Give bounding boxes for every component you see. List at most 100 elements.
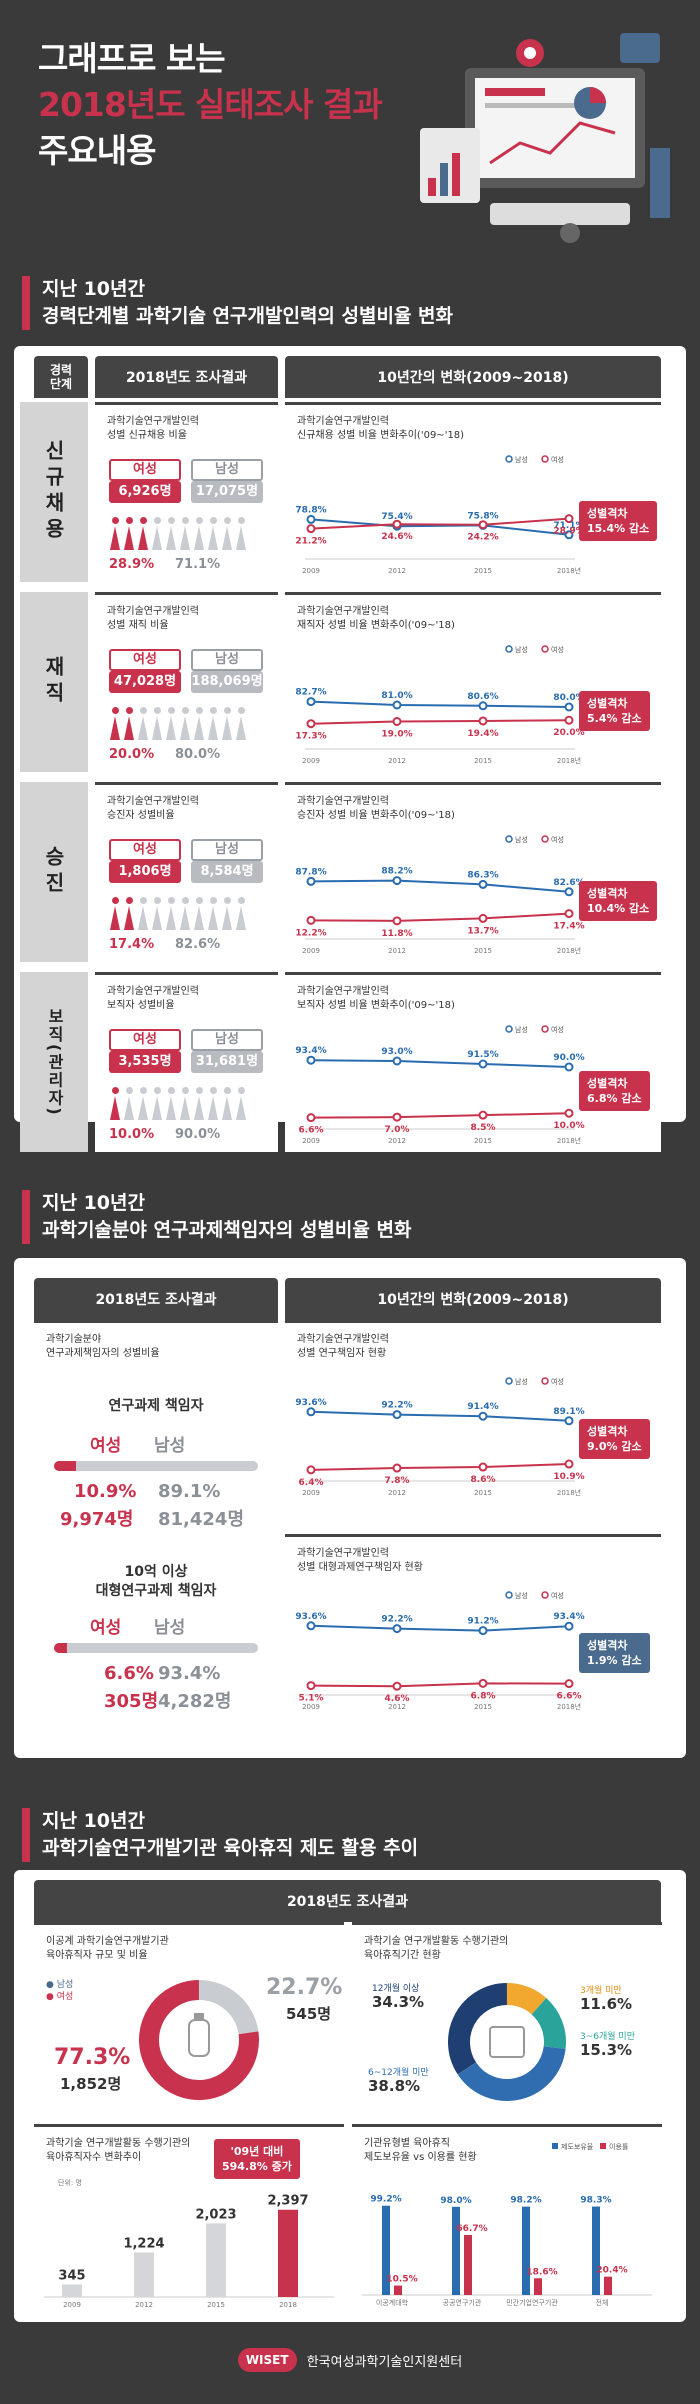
s1-row1-year-tick: 2009 — [302, 757, 320, 765]
s1-row2-male-point — [478, 879, 488, 889]
s1-row1-female-count: 47,028명 — [109, 671, 181, 693]
s3-bar2-tick: 전체 — [596, 2298, 609, 2307]
s1-row1-male-pct: 80.0% — [175, 747, 221, 762]
s1-row1-female-label: 17.3% — [295, 732, 326, 742]
s1-row2-trend-svg: 남성 여성 87.8% 12.2% 2009 88.2% 11.8% 2012 86.3% 13.… — [295, 835, 584, 955]
s1-row2-legend-f-icon — [541, 835, 549, 843]
s3-bar2-have-bar — [452, 2206, 460, 2295]
s1-row1-male-label: 80.6% — [467, 692, 498, 702]
s2-chart1-female-point — [478, 1678, 488, 1688]
s3-bar1-callout: '09년 대비 594.8% 증가 — [214, 2139, 300, 2179]
s2-chart0-legend: 남성 여성 — [505, 1377, 564, 1386]
s2-chart1-male-point — [564, 1621, 574, 1631]
s1-row3-legend-f: 여성 — [551, 1025, 564, 1034]
s1-row0-male-count: 17,075명 — [191, 481, 263, 503]
s1-row3-legend-m-icon — [505, 1025, 513, 1033]
s3-bar1-tick: 2018 — [279, 2301, 297, 2309]
s1-row3-female-pct: 10.0% — [109, 1127, 155, 1142]
s1-row3-stage: 보직(관리자) — [20, 972, 88, 1152]
s3-donut2-title: 과학기술 연구개발활동 수행기관의 육아휴직기간 현황 — [364, 1936, 509, 1961]
s3-donut1-card: 이공계 과학기술연구개발기관 육아휴직자 규모 및 비율 ● 남성 ● 여성 7… — [34, 1922, 344, 2118]
s3-bar1-title: 과학기술 연구개발활동 수행기관의 육아휴직자수 변화추이 — [46, 2138, 191, 2163]
s3-bar2-tick: 이공계대학 — [376, 2298, 409, 2307]
s3-bar2-use-bar — [534, 2278, 542, 2295]
s3-donut1-male-slice — [198, 1980, 259, 2035]
s2-chart0-female-label: 7.8% — [385, 1476, 410, 1486]
s1-row0-person-icon — [151, 517, 163, 553]
s2-chart0-female-point — [564, 1459, 574, 1469]
s3-donut2-slice-0 — [506, 1983, 547, 2015]
s3-bar2-use-label: 18.6% — [526, 2267, 557, 2277]
s1-row3-year-tick: 2018년 — [557, 1136, 581, 1145]
s1-row0-legend-m-icon — [505, 455, 513, 463]
s2-chart0-year-tick: 2009 — [302, 1489, 320, 1497]
s1-row1-person-icon — [193, 707, 205, 743]
s3-donut2-card: 과학기술 연구개발활동 수행기관의 육아휴직기간 현황 3개월 미만 11.6% 3… — [352, 1922, 662, 2118]
s2-chart0-year-tick: 2018년 — [557, 1488, 581, 1497]
s1-row2-female-label: 17.4% — [553, 922, 584, 932]
hero-illustration — [420, 33, 670, 243]
s2-chart0-male-point — [306, 1407, 316, 1417]
s3-bar2-have-bar — [522, 2206, 530, 2295]
s2-title: 지난 10년간 과학기술분야 연구과제책임자의 성별비율 변화 — [22, 1190, 411, 1244]
s1-row2-legend-m: 남성 — [515, 835, 528, 844]
s1-row1-people-icons — [109, 707, 247, 743]
s3-donut1-legend-f-text: 여성 — [56, 1992, 74, 2002]
s1-row3-trend-svg: 남성 여성 93.4% 6.6%2009 93.0% 7.0% 2012 91.5% 8.5% 2… — [295, 1025, 584, 1145]
s2-chart0-male-label: 91.4% — [467, 1402, 498, 1412]
s3-donut1-svg — [139, 1980, 259, 2100]
s1-row3-person-icon — [165, 1087, 177, 1123]
s1-row0-male-line — [310, 518, 570, 536]
s3-bar2-have-bar — [592, 2206, 600, 2295]
s1-row1-person-icon — [137, 707, 149, 743]
s3-bar2-use-bar — [604, 2276, 612, 2295]
s3-donut2-pct-3: 34.3% — [372, 1993, 425, 2011]
s1-row0-male-label: 남성 — [191, 459, 263, 481]
s1-row3-person-icon — [207, 1087, 219, 1123]
s1-row0-trend-title: 과학기술연구개발인력 신규채용 성별 비율 변화추이('09~'18) — [297, 416, 465, 441]
s1-row2-male-point — [306, 876, 316, 886]
s1-row2-female-label: 여성 — [109, 839, 181, 861]
s1-row3-female-label: 10.0% — [553, 1121, 584, 1131]
s1-row2-person-icon — [179, 897, 191, 933]
s1-row1-trend-svg: 남성 여성 82.7% 17.3% 2009 81.0% 19.0% 2012 80.6% 19.… — [295, 645, 584, 765]
s1-row0-female-point — [306, 524, 316, 534]
s1-row2-female-count: 1,806명 — [109, 861, 181, 883]
s2-chart1-male-label: 92.2% — [381, 1615, 412, 1625]
s1-row3-male-pct: 90.0% — [175, 1127, 221, 1142]
s3-donut2-slice-3 — [448, 1983, 508, 2075]
hero-title-line1: 그래프로 보는 — [38, 39, 226, 78]
s1-row2-person-icon — [151, 897, 163, 933]
s2-a-female-count: 9,974명 — [60, 1509, 134, 1530]
s1-row2-female-line — [310, 912, 570, 922]
s3-donut1-f-pct: 77.3% — [54, 2045, 131, 2070]
s3-bar1-value: 1,224 — [123, 2236, 164, 2251]
s2-chart0-svg: 남성 여성 93.6% 6.4%2009 92.2% 7.8% 2012 91.4% 8.6% 2… — [295, 1377, 584, 1497]
s2-chart0-year-tick: 2012 — [388, 1489, 406, 1497]
s1-row2-male-label: 86.3% — [467, 870, 498, 880]
s1-row2-ratio-title: 과학기술연구개발인력 승진자 성별비율 — [107, 796, 199, 821]
s3-bar1-bar — [134, 2252, 154, 2297]
baby-bottle-icon — [188, 2019, 210, 2057]
s1-row0-ratio-card: 과학기술연구개발인력 성별 신규채용 비율 여성 6,926명 남성 17,075명 28… — [95, 402, 278, 582]
s1-row3-person-icon — [193, 1087, 205, 1123]
s1-row1-stage-label: 재직 — [41, 656, 66, 708]
s1-row0-male-point — [564, 530, 574, 540]
s3-bar2-card: 기관유형별 육아휴직 제도보유율 vs 이용률 현황 제도보유율 이용률 99.2%… — [352, 2124, 662, 2310]
s3-bar2-legend-b: 이용률 — [609, 2142, 629, 2151]
s1-row3-person-icon — [109, 1087, 121, 1123]
s1-row2-female-label: 11.8% — [381, 929, 412, 939]
s1-col-stage: 경력 단계 — [34, 356, 88, 398]
s1-row0-female-point — [392, 519, 402, 529]
baby-bottle-cap — [194, 2013, 204, 2021]
s1-row3-female-point — [478, 1110, 488, 1120]
s2-chart1-male-line — [310, 1624, 570, 1632]
s1-row0-female-label: 28.9% — [553, 527, 584, 537]
wiset-logo: WISET — [237, 2348, 297, 2372]
s3-donut1-m-count: 545명 — [286, 2005, 332, 2023]
s2-chart1-female-point — [306, 1681, 316, 1691]
s1-row3-year-tick: 2015 — [474, 1137, 492, 1145]
s1-row2-person-icon — [221, 897, 233, 933]
s1-row0-female-line — [310, 517, 570, 530]
s3-bar2-use-label: 20.4% — [596, 2266, 627, 2276]
